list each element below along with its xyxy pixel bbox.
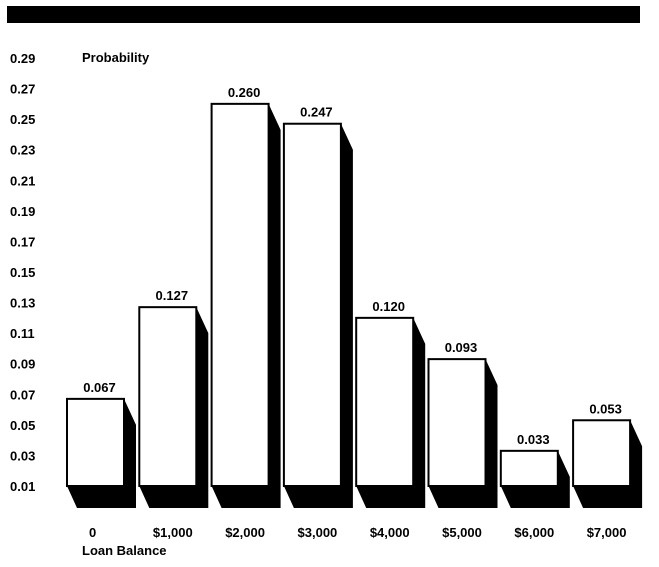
y-tick-label: 0.23 bbox=[10, 143, 35, 158]
x-tick-label: $5,000 bbox=[442, 525, 482, 540]
bar-shadow bbox=[139, 307, 209, 508]
bar-shadow bbox=[428, 359, 498, 508]
bar-face bbox=[282, 122, 342, 487]
data-label: 0.260 bbox=[228, 85, 261, 100]
y-tick-label: 0.21 bbox=[10, 173, 35, 188]
bar-face bbox=[499, 449, 559, 488]
y-tick-label: 0.17 bbox=[10, 234, 35, 249]
data-label: 0.127 bbox=[156, 288, 189, 303]
data-label: 0.120 bbox=[372, 299, 405, 314]
bar-shadow bbox=[211, 103, 281, 508]
bar-face bbox=[572, 419, 632, 487]
bar-face bbox=[427, 358, 487, 487]
y-tick-label: 0.13 bbox=[10, 296, 35, 311]
data-labels: 0.067 0.127 0.260 0.247 0.120 0.093 0.033 0.053 bbox=[83, 85, 622, 447]
data-label: 0.067 bbox=[83, 380, 116, 395]
bar-shadow bbox=[500, 450, 570, 508]
bar-face bbox=[355, 316, 415, 487]
y-tick-label: 0.09 bbox=[10, 357, 35, 372]
y-tick-label: 0.27 bbox=[10, 82, 35, 97]
bar-face bbox=[66, 397, 125, 487]
y-tick-label: 0.25 bbox=[10, 112, 35, 127]
bar bbox=[499, 449, 570, 508]
y-tick-label: 0.15 bbox=[10, 265, 35, 280]
x-tick-label: $2,000 bbox=[225, 525, 265, 540]
y-axis-ticks: 0.29 0.27 0.25 0.23 0.21 0.19 0.17 0.15 0.13 0.11… bbox=[10, 51, 35, 494]
bar-face bbox=[210, 102, 270, 487]
header-bar bbox=[7, 6, 640, 23]
x-axis-title: Loan Balance bbox=[82, 543, 167, 558]
y-tick-label: 0.05 bbox=[10, 418, 35, 433]
bar bbox=[427, 358, 498, 508]
x-tick-label: $7,000 bbox=[587, 525, 627, 540]
bar bbox=[355, 316, 426, 508]
bar-face bbox=[138, 306, 198, 487]
data-label: 0.247 bbox=[300, 105, 333, 120]
bars bbox=[66, 102, 643, 508]
y-axis-title: Probability bbox=[82, 50, 150, 65]
bar bbox=[282, 122, 353, 508]
bar bbox=[572, 419, 643, 508]
x-tick-label: 0 bbox=[89, 525, 96, 540]
bar-shadow bbox=[356, 317, 426, 508]
bar bbox=[210, 102, 281, 508]
y-tick-label: 0.19 bbox=[10, 204, 35, 219]
y-tick-label: 0.03 bbox=[10, 448, 35, 463]
x-axis-ticks: 0 $1,000 $2,000 $3,000 $4,000 $5,000 $6,000 $7,… bbox=[89, 525, 626, 540]
bar-shadow bbox=[283, 123, 353, 508]
y-tick-label: 0.01 bbox=[10, 479, 35, 494]
x-tick-label: $6,000 bbox=[514, 525, 554, 540]
x-tick-label: $1,000 bbox=[153, 525, 193, 540]
y-tick-label: 0.29 bbox=[10, 51, 35, 66]
bar bbox=[138, 306, 209, 508]
y-tick-label: 0.11 bbox=[10, 326, 35, 341]
y-tick-label: 0.07 bbox=[10, 387, 35, 402]
data-label: 0.053 bbox=[589, 401, 622, 416]
data-label: 0.093 bbox=[445, 340, 478, 355]
data-label: 0.033 bbox=[517, 432, 550, 447]
x-tick-label: $4,000 bbox=[370, 525, 410, 540]
bar bbox=[66, 397, 136, 508]
x-tick-label: $3,000 bbox=[298, 525, 338, 540]
